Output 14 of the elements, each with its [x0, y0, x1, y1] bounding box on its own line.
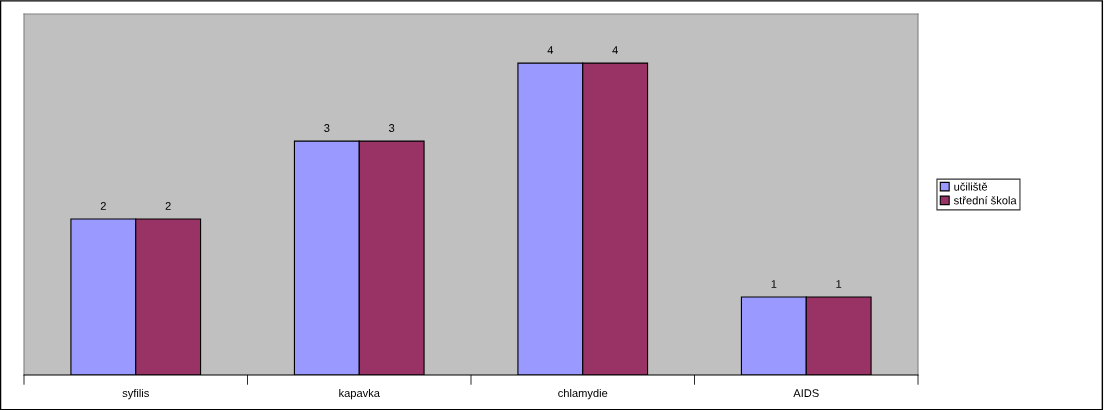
- legend-label: střední škola: [953, 196, 1017, 205]
- legend-label: učiliště: [954, 182, 988, 191]
- data-label: 1: [771, 280, 777, 288]
- data-label: 4: [547, 46, 554, 54]
- data-label: 3: [388, 124, 395, 132]
- data-label: 2: [165, 202, 171, 210]
- x-tick-label: syfilis: [122, 388, 149, 400]
- data-label: 4: [612, 46, 618, 54]
- data-label: 2: [100, 202, 106, 210]
- x-tick-label: kapavka: [339, 388, 380, 400]
- data-label: 3: [324, 124, 330, 132]
- data-label: 1: [836, 280, 842, 288]
- x-tick-label: AIDS: [793, 389, 819, 398]
- x-tick-label: chlamydie: [558, 388, 608, 400]
